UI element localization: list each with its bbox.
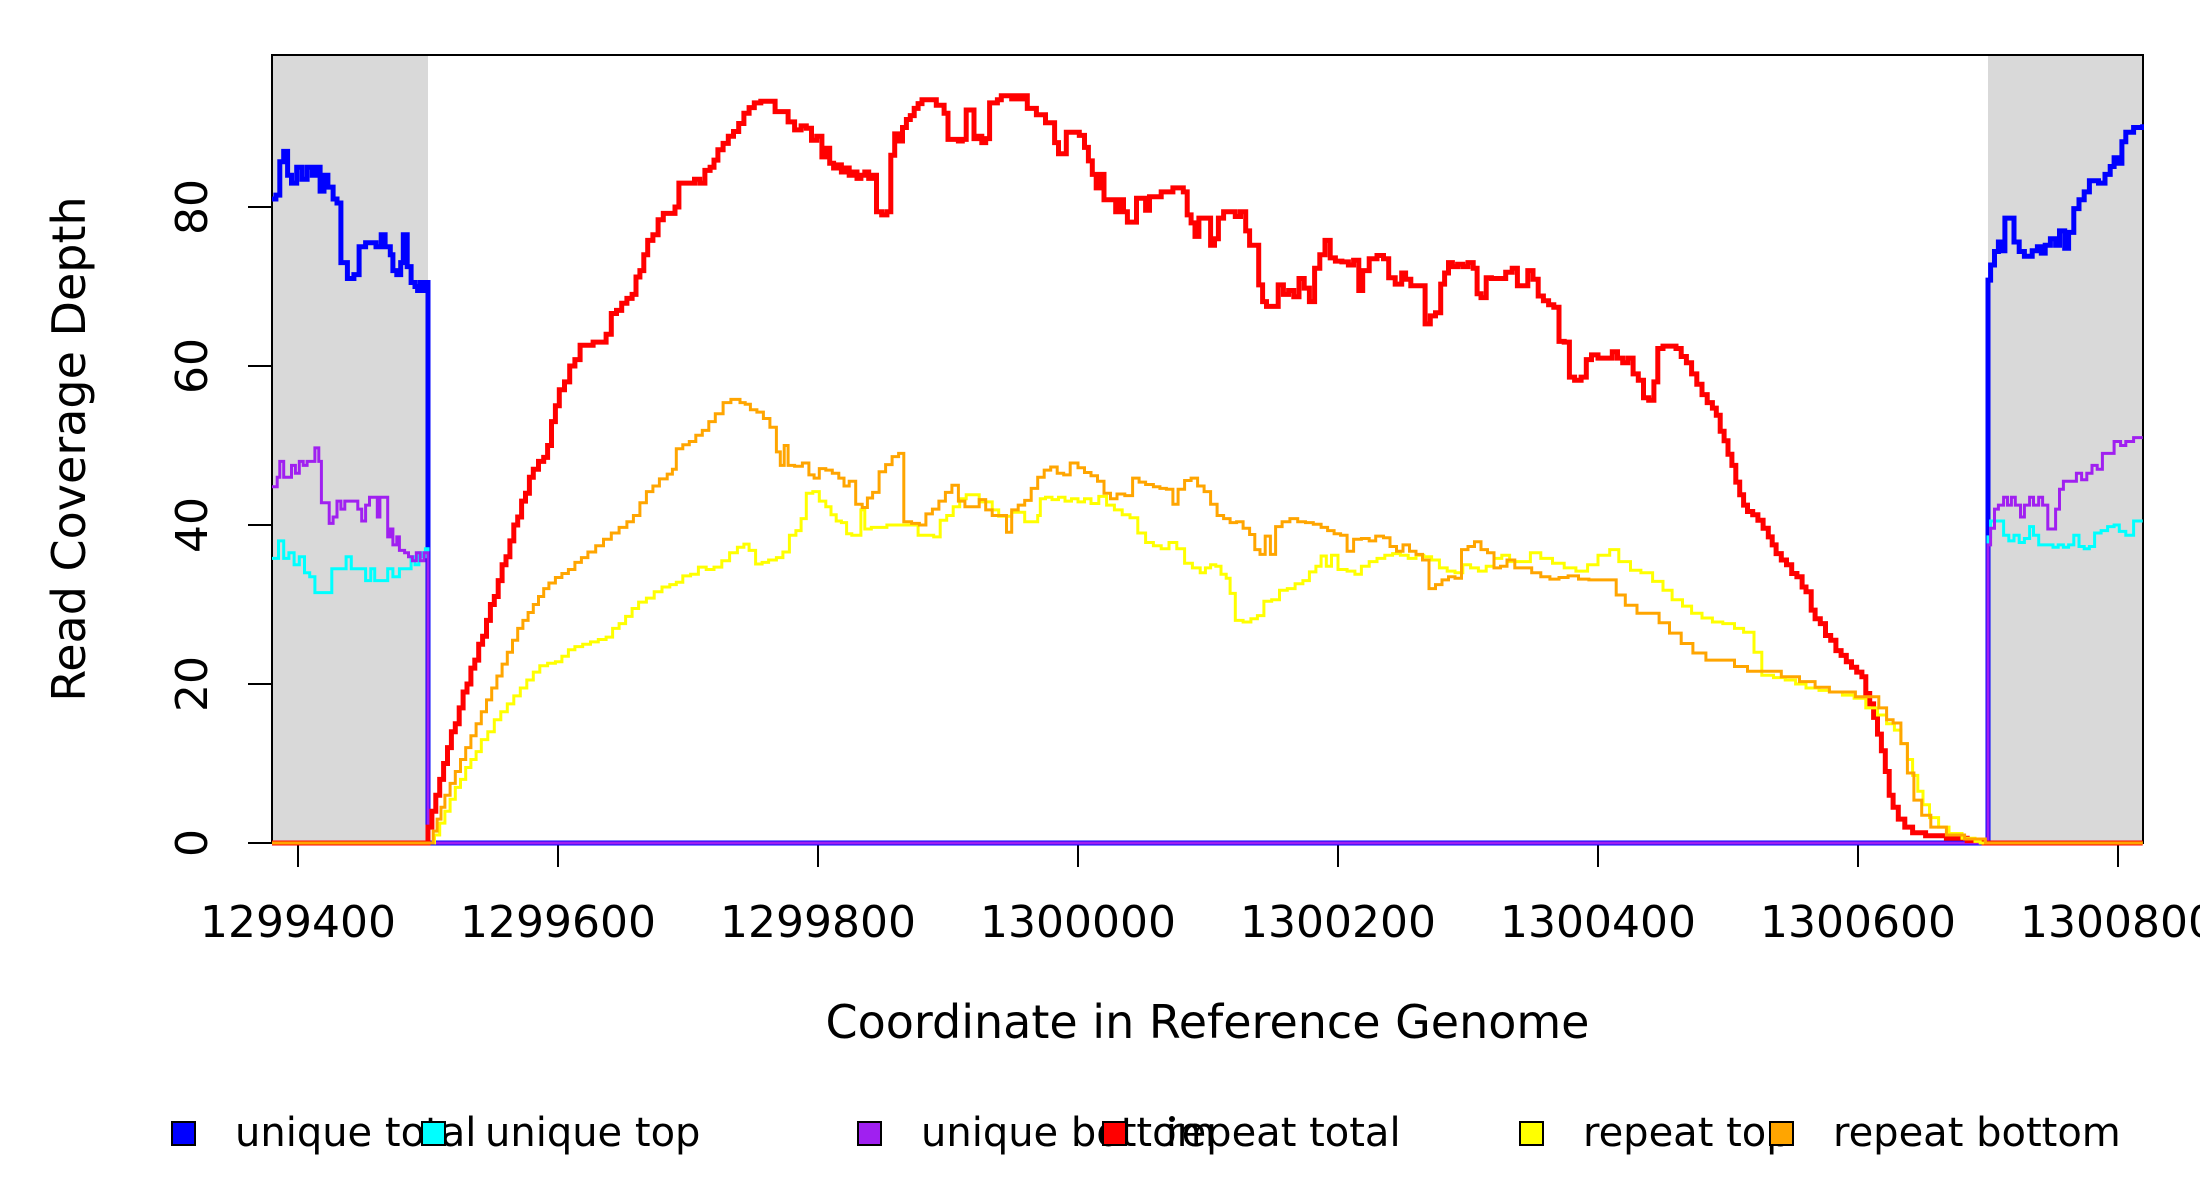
y-tick-label: 0 <box>167 829 218 857</box>
legend-artifact-dot <box>1169 1116 1175 1122</box>
x-tick-label: 1300200 <box>1240 897 1436 948</box>
legend-swatch-unique-total <box>171 1121 196 1146</box>
legend-item-unique-top: unique top <box>421 1110 700 1156</box>
legend-swatch-repeat-bottom <box>1769 1121 1794 1146</box>
legend-label: unique top <box>485 1110 700 1156</box>
x-tick-label: 1299800 <box>720 897 916 948</box>
y-tick-label: 40 <box>167 497 218 553</box>
y-tick-label: 20 <box>167 656 218 712</box>
x-tick-label: 1300600 <box>1760 897 1956 948</box>
legend-swatch-repeat-total <box>1102 1121 1127 1146</box>
x-tick-label: 1299400 <box>200 897 396 948</box>
legend-swatch-unique-bottom <box>857 1121 882 1146</box>
legend-label: repeat top <box>1583 1110 1792 1156</box>
x-tick-label: 1299600 <box>460 897 656 948</box>
series-repeat-top <box>272 490 2143 845</box>
legend-label: unique bottom <box>921 1110 1216 1156</box>
x-tick-label: 1300400 <box>1500 897 1696 948</box>
series-group <box>272 93 2144 846</box>
legend-item-unique-total: unique total <box>171 1110 476 1156</box>
legend-item-repeat-total: repeat total <box>1102 1110 1401 1156</box>
legend-item-repeat-top: repeat top <box>1519 1110 1792 1156</box>
x-tick-label: 1300800 <box>2020 897 2200 948</box>
legend-swatch-repeat-top <box>1519 1121 1544 1146</box>
shaded-region-right-flank <box>1988 55 2143 843</box>
legend-item-unique-bottom: unique bottom <box>857 1110 1216 1156</box>
legend-swatch-unique-top <box>421 1121 446 1146</box>
plot-frame <box>271 54 2144 844</box>
series-repeat-bottom <box>272 397 2143 845</box>
x-axis-title: Coordinate in Reference Genome <box>826 995 1590 1049</box>
shaded-region-left-flank <box>272 55 428 843</box>
y-tick-label: 60 <box>167 338 218 394</box>
x-tick-label: 1300000 <box>980 897 1176 948</box>
y-tick-label: 80 <box>167 179 218 235</box>
series-repeat-total <box>272 93 2143 846</box>
y-axis-title: Read Coverage Depth <box>42 196 96 701</box>
series-unique-total <box>272 124 2144 846</box>
legend-item-repeat-bottom: repeat bottom <box>1769 1110 2121 1156</box>
series-unique-bottom <box>272 436 2143 845</box>
legend-label: repeat total <box>1166 1110 1401 1156</box>
legend-label: repeat bottom <box>1833 1110 2121 1156</box>
